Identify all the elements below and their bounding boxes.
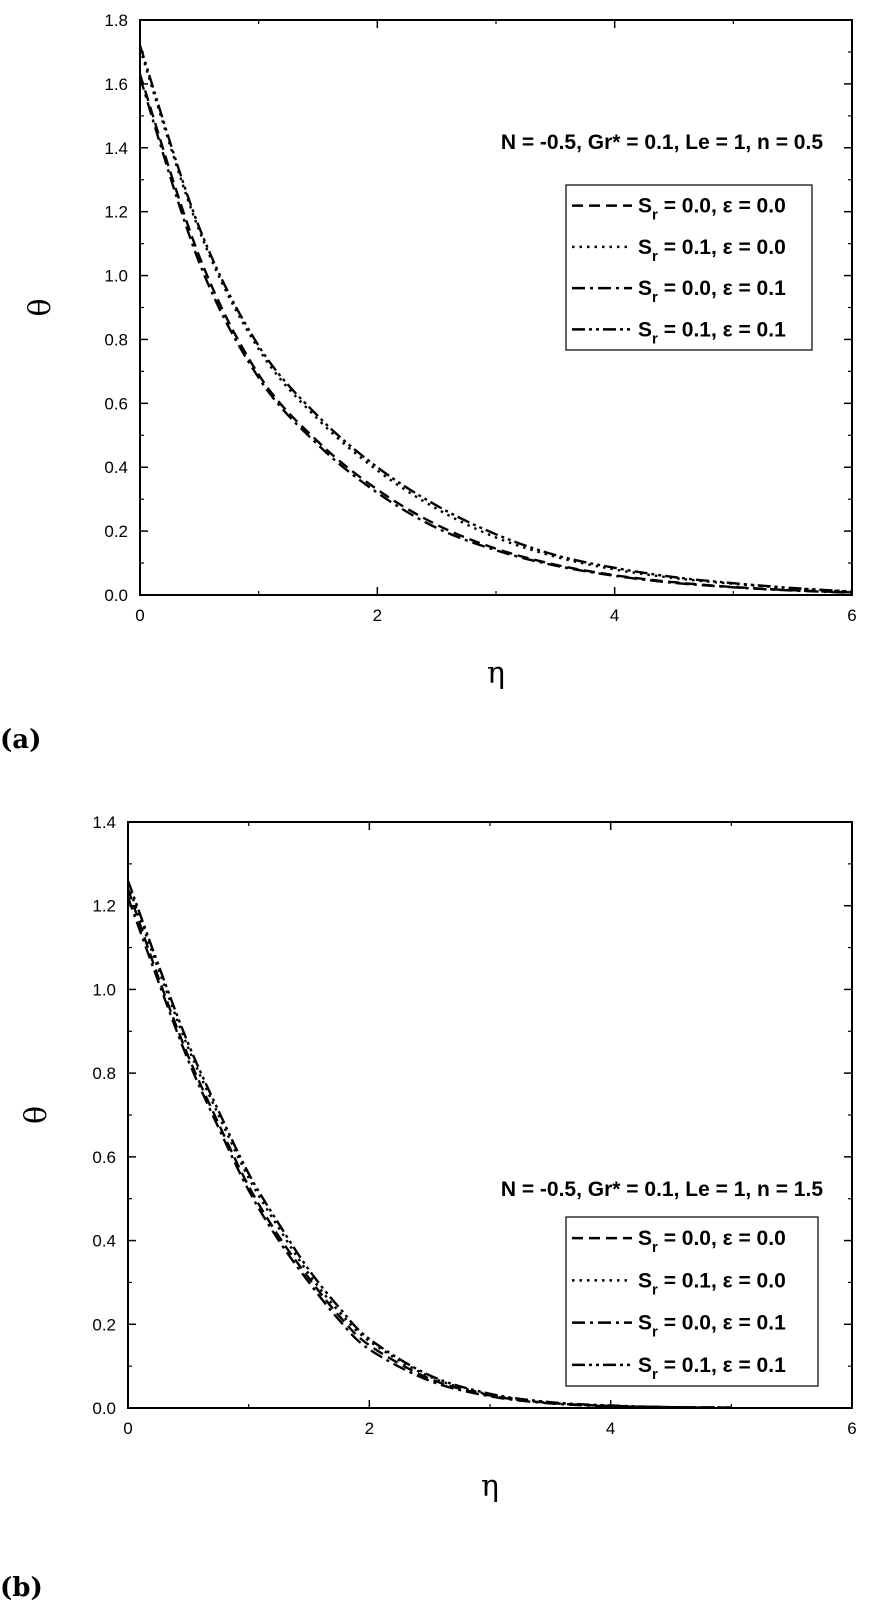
legend-label-main: S bbox=[638, 1312, 652, 1335]
legend-label-sub: r bbox=[652, 248, 658, 265]
x-tick-label: 0 bbox=[123, 1419, 132, 1438]
legend-label-rest: = 0.1, ε = 0.1 bbox=[658, 318, 786, 341]
y-tick-label: 0.6 bbox=[92, 1148, 116, 1167]
legend-label-main: S bbox=[638, 1354, 652, 1377]
y-tick-label: 0.4 bbox=[104, 458, 128, 477]
legend-label-3: Sr = 0.0, ε = 0.1 bbox=[638, 1312, 786, 1341]
legend-label-3: Sr = 0.0, ε = 0.1 bbox=[638, 277, 786, 306]
legend-label-rest: = 0.0, ε = 0.1 bbox=[658, 1312, 786, 1335]
legend-label-sub: r bbox=[652, 1281, 658, 1298]
x-axis-title: η bbox=[487, 656, 505, 691]
panel-label: (a) bbox=[0, 725, 41, 755]
y-tick-label: 0.2 bbox=[92, 1315, 116, 1334]
y-tick-label: 0.0 bbox=[92, 1399, 116, 1418]
legend-label-main: S bbox=[638, 195, 652, 218]
y-tick-label: 1.2 bbox=[104, 203, 128, 222]
legend-label-2: Sr = 0.1, ε = 0.0 bbox=[638, 1269, 786, 1298]
legend: Sr = 0.0, ε = 0.0Sr = 0.1, ε = 0.0Sr = 0… bbox=[565, 184, 813, 351]
legend-label-2: Sr = 0.1, ε = 0.0 bbox=[638, 236, 786, 265]
legend-label-1: Sr = 0.0, ε = 0.0 bbox=[638, 1227, 786, 1256]
y-tick-label: 1.0 bbox=[92, 980, 116, 999]
x-tick-label: 4 bbox=[610, 606, 619, 625]
parameter-annotation: N = -0.5, Gr* = 0.1, Le = 1, n = 0.5 bbox=[501, 131, 823, 154]
y-axis-title: θ bbox=[23, 298, 58, 316]
legend-label-main: S bbox=[638, 236, 652, 259]
legend-label-sub: r bbox=[652, 1324, 658, 1341]
series-line-3 bbox=[128, 896, 732, 1408]
legend-label-rest: = 0.1, ε = 0.0 bbox=[658, 1269, 786, 1292]
y-tick-label: 0.4 bbox=[92, 1232, 116, 1251]
y-tick-label: 0.8 bbox=[92, 1064, 116, 1083]
series-line-2 bbox=[128, 884, 732, 1408]
legend-label-4: Sr = 0.1, ε = 0.1 bbox=[638, 1354, 786, 1383]
legend-label-rest: = 0.1, ε = 0.0 bbox=[658, 236, 786, 259]
y-axis-title: θ bbox=[19, 1106, 54, 1124]
legend-label-main: S bbox=[638, 277, 652, 300]
legend-label-main: S bbox=[638, 1227, 652, 1250]
legend-label-sub: r bbox=[652, 330, 658, 347]
y-tick-label: 0.8 bbox=[104, 330, 128, 349]
legend-label-rest: = 0.0, ε = 0.1 bbox=[658, 277, 786, 300]
series-line-3 bbox=[140, 77, 852, 594]
x-tick-label: 2 bbox=[373, 606, 382, 625]
legend: Sr = 0.0, ε = 0.0Sr = 0.1, ε = 0.0Sr = 0… bbox=[565, 1216, 819, 1387]
y-tick-label: 1.4 bbox=[104, 139, 128, 158]
y-tick-label: 1.2 bbox=[92, 897, 116, 916]
panel-label: (b) bbox=[0, 1573, 43, 1603]
legend-label-sub: r bbox=[652, 207, 658, 224]
legend-label-sub: r bbox=[652, 1239, 658, 1256]
legend-label-sub: r bbox=[652, 289, 658, 306]
series-line-4 bbox=[128, 880, 732, 1408]
legend-label-4: Sr = 0.1, ε = 0.1 bbox=[638, 318, 786, 347]
y-tick-label: 1.0 bbox=[104, 267, 128, 286]
x-tick-label: 4 bbox=[606, 1419, 615, 1438]
legend-label-rest: = 0.0, ε = 0.0 bbox=[658, 1227, 786, 1250]
x-tick-label: 0 bbox=[135, 606, 144, 625]
legend-label-1: Sr = 0.0, ε = 0.0 bbox=[638, 195, 786, 224]
x-tick-label: 6 bbox=[847, 606, 856, 625]
x-tick-label: 6 bbox=[847, 1419, 856, 1438]
series-line-4 bbox=[140, 45, 852, 593]
chart-panel-a: 0.0 0.2 0.4 0.6 0.8 1.0 1.2 1.4 1.6 1.8 0 2 4 6 θ η N = … bbox=[0, 11, 857, 755]
legend-label-rest: = 0.1, ε = 0.1 bbox=[658, 1354, 786, 1377]
x-axis-title: η bbox=[481, 1469, 499, 1504]
y-tick-label: 0.0 bbox=[104, 586, 128, 605]
legend-label-rest: = 0.0, ε = 0.0 bbox=[658, 195, 786, 218]
legend-box bbox=[565, 184, 813, 351]
y-tick-label: 0.2 bbox=[104, 522, 128, 541]
y-tick-label: 1.8 bbox=[104, 11, 128, 30]
y-tick-label: 0.6 bbox=[104, 394, 128, 413]
legend-label-main: S bbox=[638, 318, 652, 341]
x-tick-label: 2 bbox=[365, 1419, 374, 1438]
legend-label-sub: r bbox=[652, 1366, 658, 1383]
y-tick-label: 1.4 bbox=[92, 813, 116, 832]
legend-box bbox=[565, 1216, 819, 1387]
y-tick-label: 1.6 bbox=[104, 75, 128, 94]
parameter-annotation: N = -0.5, Gr* = 0.1, Le = 1, n = 1.5 bbox=[501, 1178, 823, 1201]
legend-label-main: S bbox=[638, 1269, 652, 1292]
chart-panel-b: 0.0 0.2 0.4 0.6 0.8 1.0 1.2 1.4 0 2 4 6 θ η N = -0.5, … bbox=[0, 813, 857, 1603]
